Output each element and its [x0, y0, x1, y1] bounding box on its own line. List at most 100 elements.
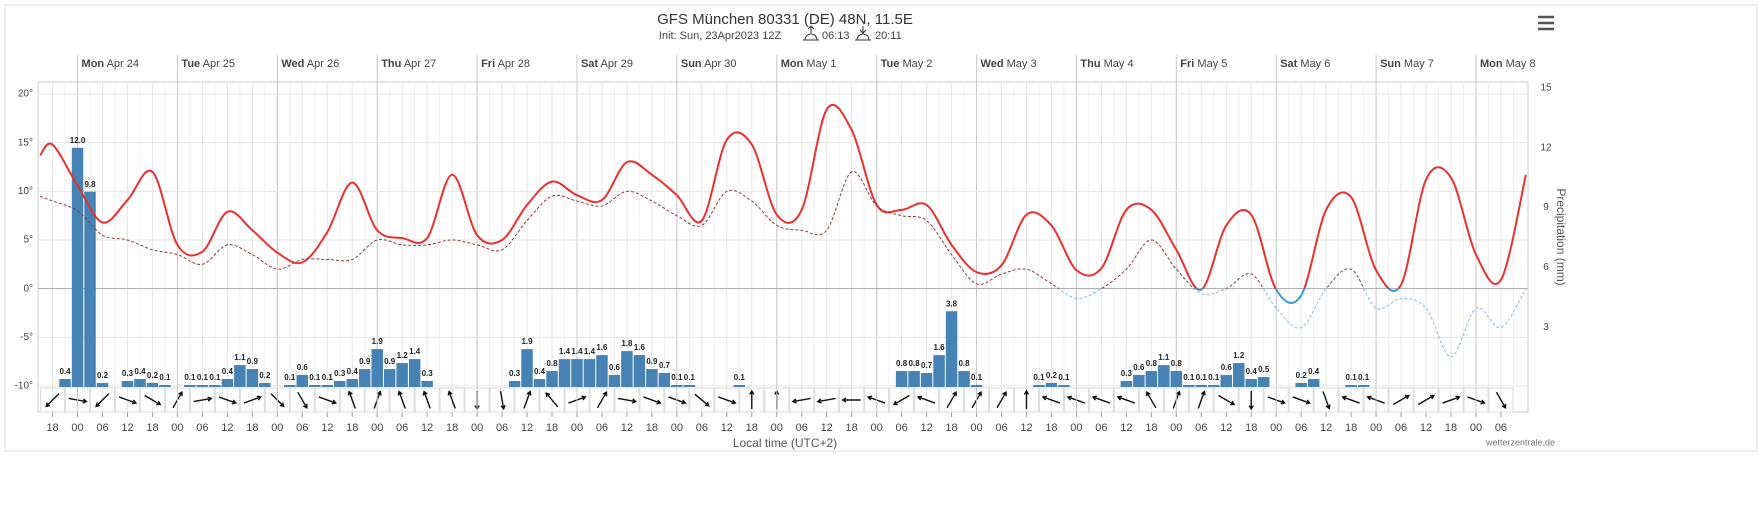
credit: wetterzentrale.de [1485, 437, 1555, 447]
x-tick-label: 06 [1395, 422, 1407, 434]
x-tick-label: 18 [1345, 422, 1357, 434]
precip-bar [546, 371, 558, 387]
precip-label: 1.1 [234, 353, 246, 362]
precip-label: 0.1 [1208, 373, 1220, 382]
precip-label: 1.9 [521, 337, 533, 346]
x-tick-label: 06 [196, 422, 208, 434]
precip-label: 0.6 [1133, 363, 1145, 372]
precip-bar [234, 365, 246, 387]
precip-bar [259, 383, 271, 387]
wind-arrow [1041, 395, 1061, 404]
wind-box [1088, 387, 1114, 413]
day-weekday: Sat [1280, 58, 1297, 70]
day-date: Apr 29 [601, 58, 633, 70]
x-tick-label: 18 [945, 422, 957, 434]
day-label: Sun Apr 30 [681, 58, 737, 70]
x-tick-label: 00 [271, 422, 283, 434]
precip-label: 0.2 [1046, 371, 1058, 380]
wind-arrow [1495, 391, 1507, 409]
wind-arrow [523, 390, 532, 409]
wind-box [939, 387, 965, 413]
wind-box [1413, 387, 1439, 413]
x-tick-label: 00 [871, 422, 883, 434]
day-label: Sat Apr 29 [581, 58, 633, 70]
wind-box [389, 387, 415, 413]
precip-bar [646, 369, 658, 387]
precip-bar [184, 385, 196, 387]
wind-arrow [397, 390, 406, 409]
y-tick-label: 10° [18, 186, 33, 197]
wind-arrow [499, 391, 506, 411]
precip-bar [508, 381, 521, 387]
x-tick-label: 06 [296, 422, 308, 434]
precip-label: 0.5 [1258, 365, 1270, 374]
precip-bar [1208, 385, 1220, 387]
precip-label: 0.1 [197, 373, 209, 382]
precip-bar [134, 379, 146, 387]
x-tick-label: 12 [821, 422, 833, 434]
wind-box [414, 387, 440, 413]
precip-bar [571, 359, 583, 387]
precip-label: 0.8 [546, 359, 558, 368]
precip-label: 0.1 [1196, 373, 1208, 382]
wind-box [539, 387, 565, 413]
precip-label: 1.2 [1233, 351, 1245, 360]
precip-bar [146, 383, 159, 387]
precip-bar [895, 371, 908, 387]
precip-label: 1.6 [596, 343, 608, 352]
wind-arrow [946, 391, 957, 409]
x-tick-label: 06 [796, 422, 808, 434]
wind-arrow [45, 393, 60, 408]
wind-box [739, 387, 765, 413]
x-tick-label: 06 [1495, 422, 1507, 434]
wind-box [314, 387, 340, 413]
precip-label: 0.3 [509, 369, 521, 378]
wind-box [1438, 387, 1464, 413]
precip-label: 0.4 [534, 367, 546, 376]
menu-button[interactable] [1538, 15, 1554, 31]
wind-arrow [718, 396, 737, 405]
wind-arrow [347, 390, 356, 409]
day-weekday: Wed [981, 58, 1004, 70]
wind-box [1013, 387, 1039, 413]
wind-box [589, 387, 615, 413]
wind-arrow [193, 396, 213, 403]
wind-box [1038, 387, 1064, 413]
day-date: May 8 [1506, 58, 1536, 70]
day-date: Apr 30 [704, 58, 736, 70]
precip-bar [1145, 371, 1158, 387]
precip-bar [958, 371, 970, 387]
wind-arrow [694, 393, 710, 407]
x-tick-label: 18 [846, 422, 858, 434]
wind-box [189, 387, 215, 413]
wind-box [639, 387, 665, 413]
precip-bar [246, 369, 259, 387]
precip-label: 0.3 [334, 369, 346, 378]
day-date: May 1 [806, 58, 836, 70]
precip-label: 0.1 [309, 373, 321, 382]
wind-arrow [996, 391, 1007, 409]
day-label: Tue May 2 [881, 58, 933, 70]
precip-label: 0.1 [1183, 373, 1195, 382]
precip-bar [583, 359, 596, 387]
wind-arrow [447, 390, 456, 409]
precip-bar [1120, 381, 1133, 387]
y-tick-label: 5° [23, 235, 33, 246]
day-label: Tue Apr 25 [181, 58, 235, 70]
x-tick-label: 12 [1420, 422, 1432, 434]
x-tick-label: 00 [671, 422, 683, 434]
x-tick-label: 12 [1220, 422, 1232, 434]
wind-box [339, 387, 365, 413]
precip-label: 0.1 [1346, 373, 1358, 382]
precip-label: 0.1 [284, 373, 296, 382]
wind-arrow [318, 396, 337, 405]
wind-arrow [1417, 394, 1435, 406]
precip-bar [346, 379, 358, 387]
sunrise-time: 06:13 [822, 30, 850, 42]
x-tick-label: 00 [571, 422, 583, 434]
wind-box [139, 387, 165, 413]
wind-box [814, 387, 840, 413]
wind-arrow [118, 396, 138, 405]
precip-bar [1183, 385, 1195, 387]
